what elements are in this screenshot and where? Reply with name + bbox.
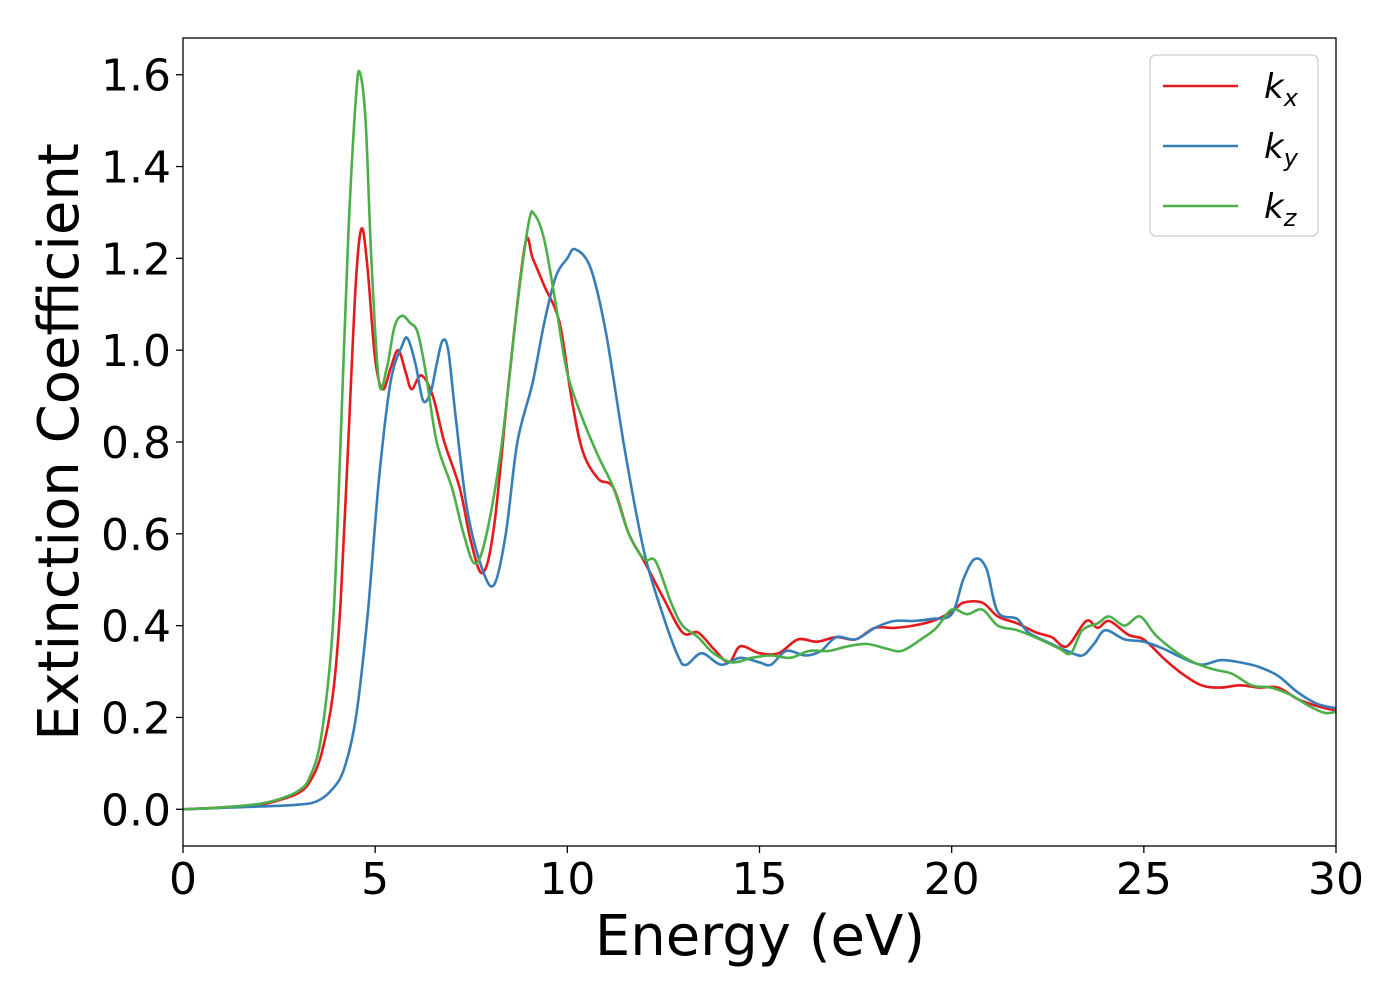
y-tick-label: 0.2 [101,693,171,744]
x-tick-label: 30 [1308,854,1364,905]
x-tick-label: 20 [924,854,980,905]
legend-label-base: k [1264,127,1285,167]
legend-label-subscript: x [1283,84,1299,112]
legend-label-subscript: z [1283,204,1298,232]
x-tick-label: 10 [539,854,595,905]
plot-area [183,69,1336,811]
series-line-ky [183,247,1336,811]
series-line-kz [183,69,1336,811]
y-tick-label: 0.0 [101,785,171,836]
legend-label-kx: kx [1264,67,1299,112]
y-tick-label: 1.2 [101,234,171,285]
y-tick-label: 0.6 [101,510,171,561]
legend-label-kz: kz [1264,187,1298,232]
y-tick-label: 1.6 [101,51,171,102]
x-axis-title: Energy (eV) [595,904,925,969]
y-axis-title: Extinction Coefficient [27,143,92,741]
x-tick-label: 0 [169,854,197,905]
y-tick-label: 1.0 [101,326,171,377]
y-tick-label: 0.8 [101,418,171,469]
x-tick-label: 25 [1116,854,1172,905]
y-tick-label: 1.4 [101,143,171,194]
x-tick-label: 5 [361,854,389,905]
legend-label-ky: ky [1264,127,1299,172]
x-tick-label: 15 [732,854,788,905]
y-tick-label: 0.4 [101,602,171,653]
legend-label-base: k [1264,67,1285,107]
legend-label-base: k [1264,187,1285,227]
axes: 0 5 10 15 20 25 30 0.0 0.2 0.4 0.6 0.8 1.0 1.2 1.4 1.6 [101,37,1364,905]
legend-label-subscript: y [1283,144,1299,172]
